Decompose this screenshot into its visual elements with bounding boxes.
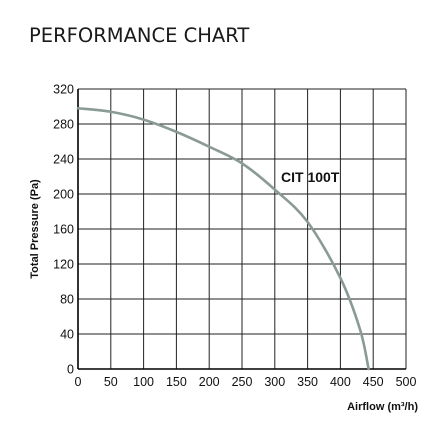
x-axis-ticks: 0 50 100 150 200 250 300 350 400 450 500 <box>75 375 417 389</box>
x-tick-label-350: 350 <box>297 375 318 389</box>
y-tick-label-240: 240 <box>53 153 74 167</box>
x-tick-label-50: 50 <box>104 375 118 389</box>
chart-title: PERFORMANCE CHART <box>29 24 250 47</box>
y-tick-label-280: 280 <box>53 118 74 132</box>
x-tick-label-200: 200 <box>199 375 220 389</box>
x-tick-label-100: 100 <box>133 375 154 389</box>
y-tick-label-0: 0 <box>67 363 74 377</box>
x-axis-label: Airflow (m³/h) <box>347 401 418 413</box>
x-tick-label-250: 250 <box>232 375 253 389</box>
x-tick-label-500: 500 <box>396 375 417 389</box>
series-label-cit-100t: CIT 100T <box>281 169 340 185</box>
y-tick-label-120: 120 <box>53 258 74 272</box>
y-axis-ticks: 0 40 80 120 160 200 240 280 320 <box>53 83 74 377</box>
y-tick-label-160: 160 <box>53 223 74 237</box>
y-tick-label-320: 320 <box>53 83 74 97</box>
y-tick-label-80: 80 <box>60 293 74 307</box>
series-layer <box>76 106 370 371</box>
x-tick-label-400: 400 <box>330 375 351 389</box>
x-tick-label-450: 450 <box>363 375 384 389</box>
x-tick-label-300: 300 <box>264 375 285 389</box>
grid <box>77 88 407 370</box>
x-tick-label-0: 0 <box>75 375 82 389</box>
series-line-cit-100t <box>76 106 370 371</box>
x-tick-label-150: 150 <box>166 375 187 389</box>
y-tick-label-40: 40 <box>60 328 74 342</box>
y-axis-label: Total Pressure (Pa) <box>29 179 41 279</box>
y-tick-label-200: 200 <box>53 188 74 202</box>
